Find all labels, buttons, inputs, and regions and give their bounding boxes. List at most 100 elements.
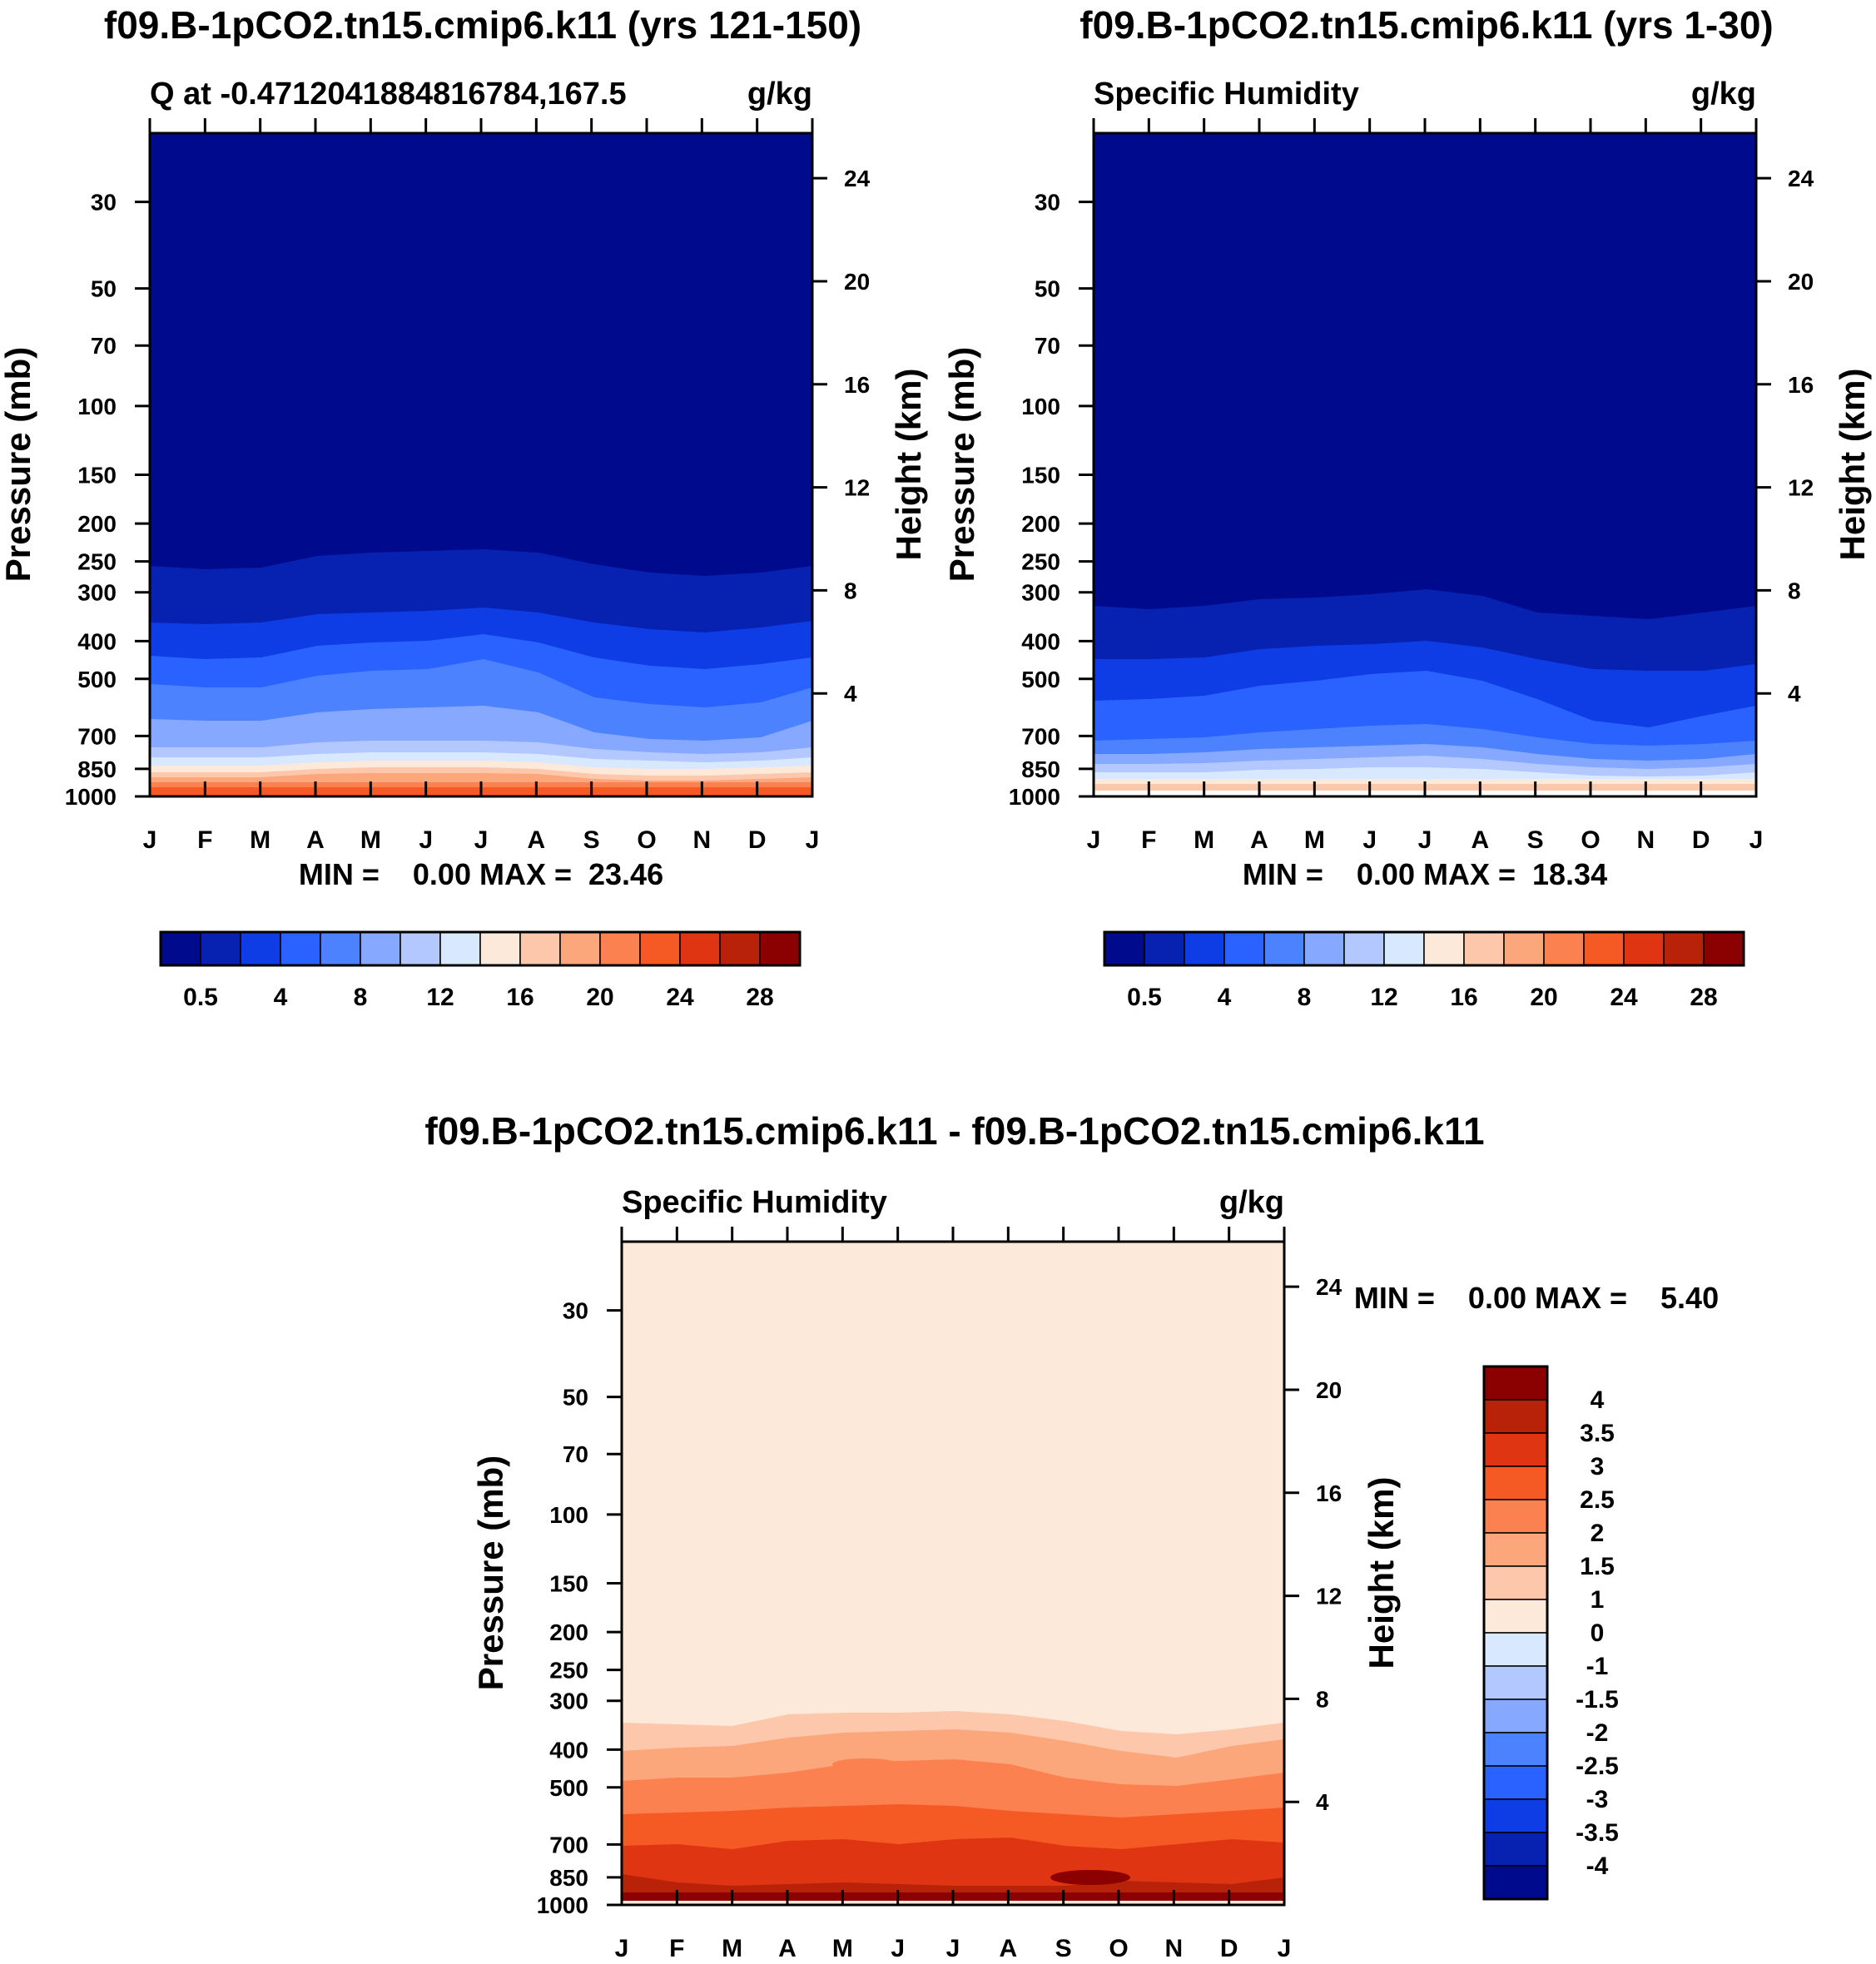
x-tick-label: A (527, 826, 545, 854)
y-tick-label: 70 (563, 1441, 588, 1467)
y-tick-label: 850 (77, 756, 117, 782)
panel-c-stats: MIN = 0.00 MAX = 5.40 (1354, 1281, 1719, 1315)
colorbar-frame (159, 930, 802, 967)
panel-b-ylabel: Pressure (mb) (942, 347, 981, 582)
colorbar-swatch (360, 931, 401, 966)
x-tick-label: J (1362, 826, 1377, 854)
y-tick-label-right: 20 (1788, 269, 1814, 295)
x-tick-label: M (1304, 826, 1325, 854)
panel-b-axes: J F M A M J J A S O N D J 30 50 70 100 150 200 250 300 400 500… (1009, 118, 1814, 854)
colorbar-swatch (519, 931, 561, 966)
panel-b-title: f09.B-1pCO2.tn15.cmip6.k11 (yrs 1-30) (1079, 3, 1773, 47)
y-tick-label: 250 (1021, 549, 1060, 575)
x-tick-label: J (1418, 826, 1432, 854)
panel-b-subtitle-right: g/kg (1691, 77, 1756, 112)
y-tick-label: 850 (549, 1865, 588, 1891)
y-tick-label: 150 (549, 1570, 588, 1596)
x-tick-label: J (1087, 826, 1101, 854)
x-tick-label: J (1749, 826, 1764, 854)
x-tick-label: S (583, 826, 600, 854)
x-tick-label: J (806, 826, 820, 854)
panel-c-colorbar: 4 3.5 3 2.5 2 1.5 1 0 -1 -1.5 -2 -2.5 -3 -3.5 -4 (1482, 1365, 1619, 1901)
colorbar-label: 2.5 (1580, 1486, 1615, 1514)
panel-a-stats: MIN = 0.00 MAX = 23.46 (299, 857, 663, 891)
panel-c-ylabel: Pressure (mb) (471, 1456, 510, 1690)
colorbar-swatch (1543, 931, 1585, 966)
y-tick-label: 500 (549, 1775, 588, 1801)
colorbar-swatch (1483, 1665, 1548, 1700)
y-tick-label: 150 (77, 462, 117, 488)
panel-c-ylabel-right: Height (km) (1362, 1477, 1401, 1669)
colorbar-label: 28 (746, 984, 773, 1011)
colorbar-label: 8 (354, 984, 368, 1011)
y-tick-label-right: 4 (1316, 1789, 1329, 1815)
y-tick-label: 100 (77, 394, 117, 419)
x-tick-label: M (250, 826, 270, 854)
x-tick-label: O (1109, 1935, 1128, 1962)
y-tick-label: 50 (91, 276, 117, 302)
panel-b-ylabel-right: Height (km) (1833, 369, 1872, 561)
y-tick-label: 700 (77, 723, 117, 749)
colorbar-swatch (1583, 931, 1625, 966)
colorbar-label: 4 (274, 984, 288, 1011)
y-tick-label-right: 12 (1788, 475, 1814, 501)
colorbar-swatch (320, 931, 361, 966)
y-tick-label: 30 (563, 1298, 588, 1324)
colorbar-swatch (1423, 931, 1465, 966)
colorbar-label: 12 (1370, 984, 1397, 1011)
y-tick-label: 850 (1021, 756, 1060, 782)
x-tick-label: M (832, 1935, 853, 1962)
colorbar-swatch (240, 931, 281, 966)
colorbar-swatch (1463, 931, 1505, 966)
y-tick-label: 250 (77, 549, 117, 575)
y-tick-label: 300 (77, 580, 117, 606)
x-tick-label: S (1055, 1935, 1072, 1962)
colorbar-label: 0 (1591, 1619, 1605, 1647)
colorbar-swatch (1383, 931, 1425, 966)
y-tick-label: 500 (77, 667, 117, 692)
colorbar-label: 16 (506, 984, 534, 1011)
y-tick-label: 30 (1035, 190, 1060, 216)
x-tick-label: A (778, 1935, 797, 1962)
panel-a-ylabel: Pressure (mb) (0, 347, 37, 582)
x-tick-label: D (748, 826, 767, 854)
colorbar-label: 20 (586, 984, 613, 1011)
colorbar-label: 16 (1450, 984, 1477, 1011)
panel-a-title: f09.B-1pCO2.tn15.cmip6.k11 (yrs 121-150) (104, 3, 861, 47)
colorbar-label: 24 (1610, 984, 1638, 1011)
y-tick-label-right: 4 (1788, 681, 1801, 707)
colorbar-label: -3 (1586, 1786, 1609, 1813)
panel-a-subtitle-right: g/kg (747, 77, 812, 112)
panel-b-subtitle-left: Specific Humidity (1094, 77, 1359, 112)
x-tick-label: N (1164, 1935, 1183, 1962)
y-tick-label-right: 16 (844, 372, 870, 398)
colorbar-swatch (559, 931, 601, 966)
colorbar-swatch (1483, 1699, 1548, 1733)
y-tick-label-right: 16 (1788, 372, 1814, 398)
y-tick-label-right: 16 (1316, 1480, 1342, 1506)
panel-a-axes: J F M A M J J A S O N D J 30 50 70 100 150 200 250 300 400 500… (65, 118, 871, 854)
colorbar-swatch (1483, 1732, 1548, 1767)
colorbar-swatch (1483, 1466, 1548, 1500)
colorbar-swatch (1104, 931, 1145, 966)
x-tick-label: O (1581, 826, 1600, 854)
y-tick-label: 400 (77, 628, 117, 654)
panel-c-subtitle-right: g/kg (1219, 1185, 1284, 1220)
colorbar-swatch (439, 931, 481, 966)
x-tick-label: M (722, 1935, 742, 1962)
colorbar-label: -1 (1586, 1653, 1609, 1680)
panel-a-ylabel-right: Height (km) (889, 369, 928, 561)
y-tick-label: 100 (549, 1502, 588, 1528)
colorbar-swatch (200, 931, 241, 966)
colorbar-label: 12 (426, 984, 454, 1011)
y-tick-label: 70 (1035, 333, 1060, 359)
y-tick-label: 700 (1021, 723, 1060, 749)
y-tick-label: 1000 (1009, 784, 1060, 810)
y-tick-label-right: 8 (844, 578, 857, 603)
colorbar-swatch (679, 931, 721, 966)
colorbar-swatch (759, 931, 801, 966)
y-tick-label-right: 24 (1316, 1274, 1342, 1300)
colorbar-label: -1.5 (1576, 1686, 1619, 1714)
y-tick-label: 50 (563, 1385, 588, 1411)
